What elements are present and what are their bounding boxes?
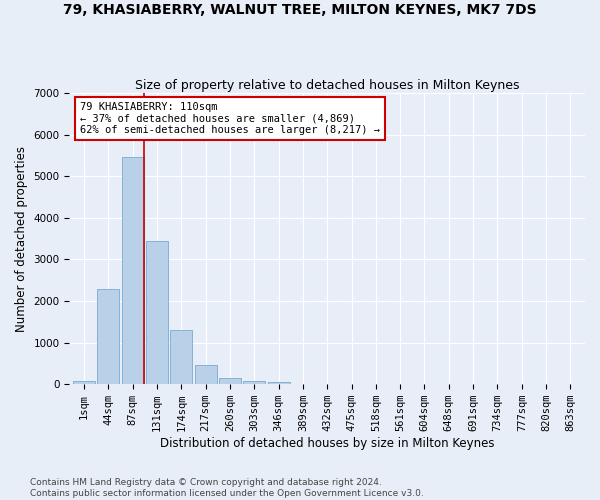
Text: 79, KHASIABERRY, WALNUT TREE, MILTON KEYNES, MK7 7DS: 79, KHASIABERRY, WALNUT TREE, MILTON KEY…	[63, 2, 537, 16]
Bar	[243, 381, 265, 384]
Bar	[97, 290, 119, 384]
Text: Contains HM Land Registry data © Crown copyright and database right 2024.
Contai: Contains HM Land Registry data © Crown c…	[30, 478, 424, 498]
Title: Size of property relative to detached houses in Milton Keynes: Size of property relative to detached ho…	[135, 79, 520, 92]
Bar	[73, 381, 95, 384]
X-axis label: Distribution of detached houses by size in Milton Keynes: Distribution of detached houses by size …	[160, 437, 494, 450]
Bar	[122, 157, 143, 384]
Bar	[170, 330, 192, 384]
Bar	[194, 364, 217, 384]
Y-axis label: Number of detached properties: Number of detached properties	[15, 146, 28, 332]
Bar	[268, 382, 290, 384]
Bar	[146, 241, 168, 384]
Bar	[219, 378, 241, 384]
Text: 79 KHASIABERRY: 110sqm
← 37% of detached houses are smaller (4,869)
62% of semi-: 79 KHASIABERRY: 110sqm ← 37% of detached…	[80, 102, 380, 135]
